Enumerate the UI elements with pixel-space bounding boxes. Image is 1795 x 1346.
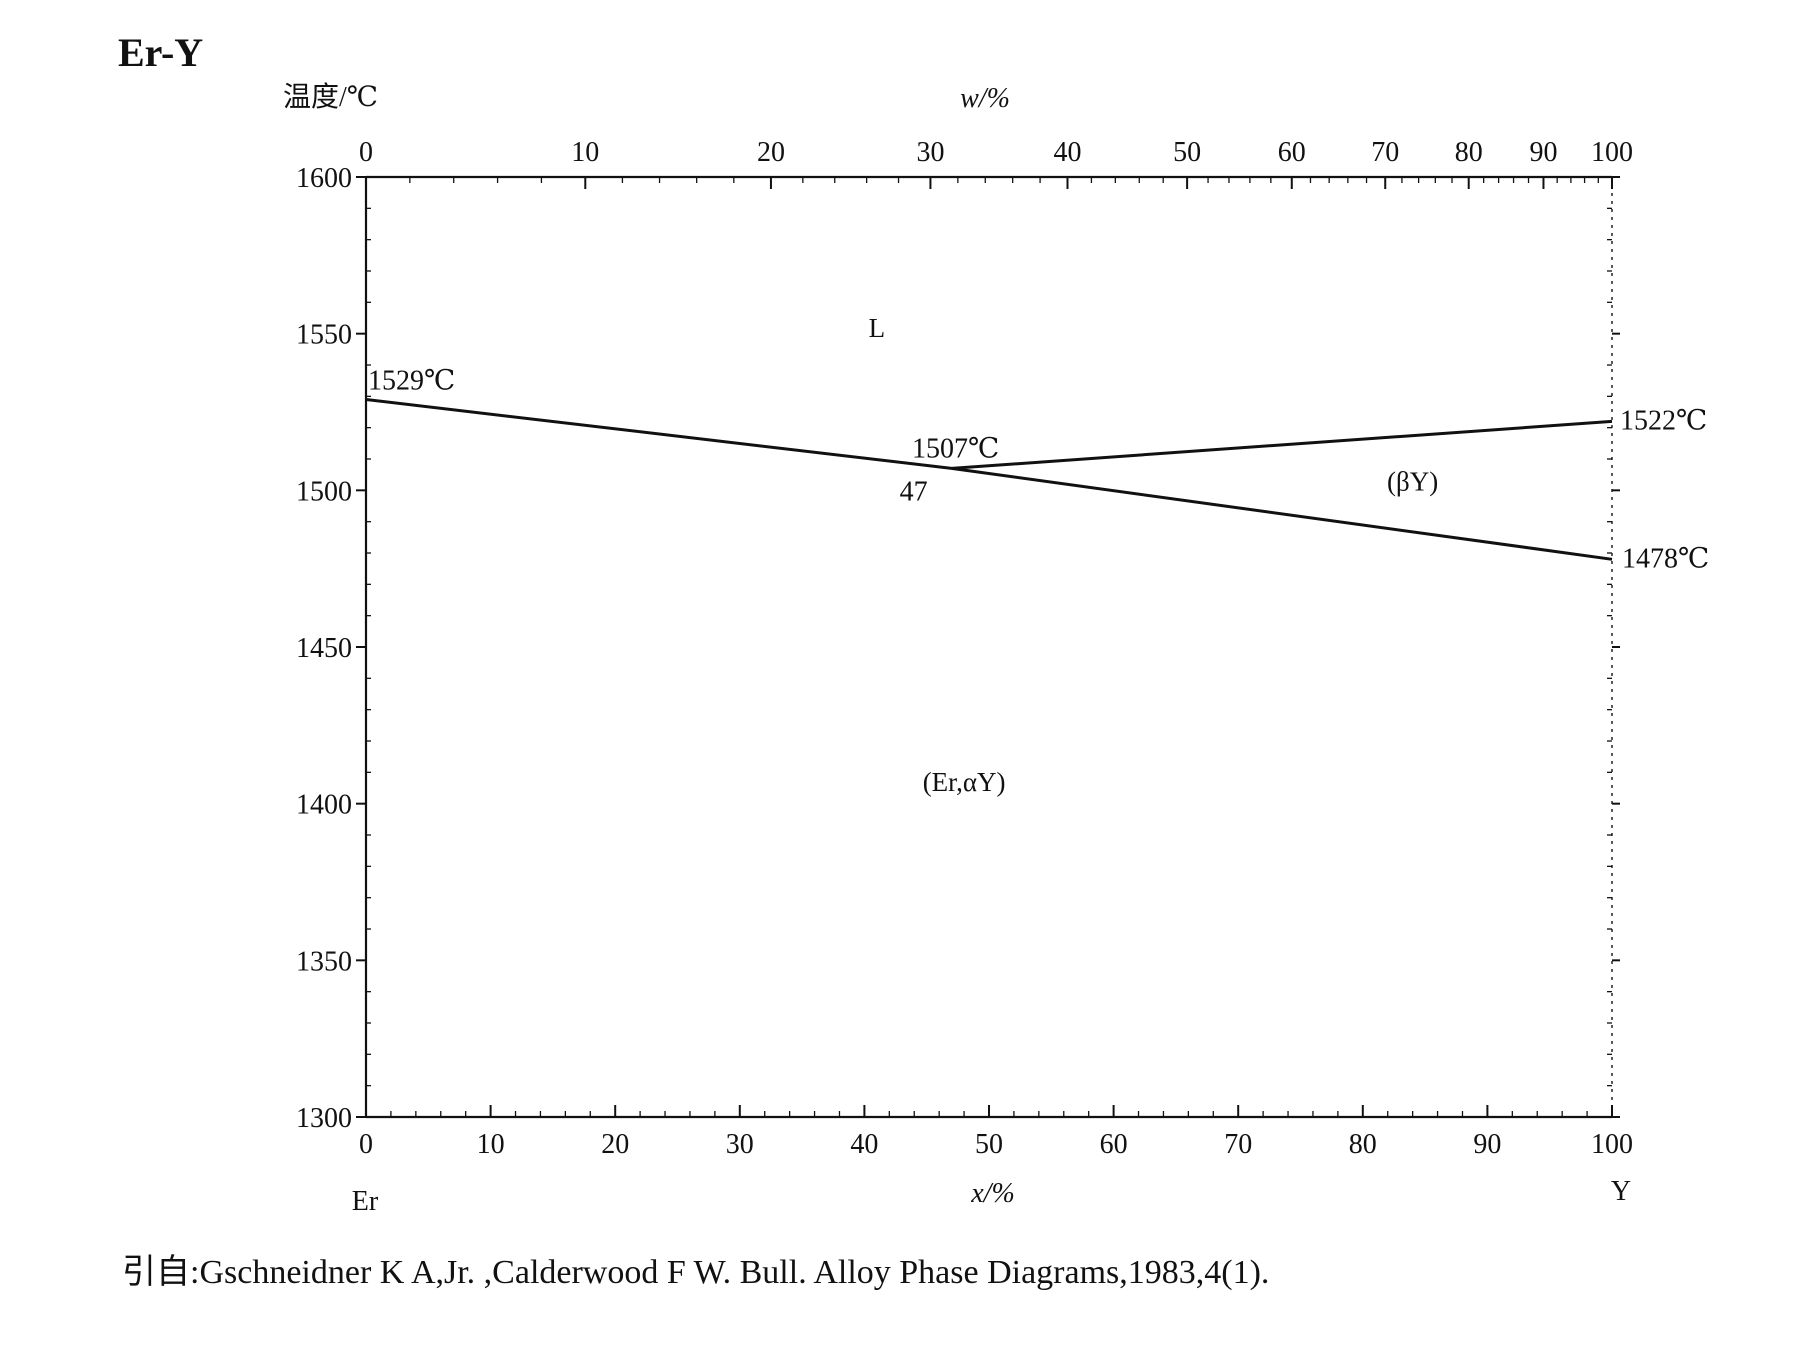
phase-boundary-2 [951, 419, 1613, 470]
x-tick-label: 50 [975, 1129, 1003, 1160]
right-component-label: Y [1611, 1176, 1631, 1207]
x-tick-label: 100 [1591, 1129, 1633, 1160]
phase-boundaries [365, 398, 1613, 561]
phase-region-label: (βY) [1387, 466, 1438, 496]
top-tick-label: 0 [359, 137, 373, 168]
top-tick-label: 50 [1173, 137, 1201, 168]
top-tick-label: 80 [1455, 137, 1483, 168]
x-tick-label: 20 [601, 1129, 629, 1160]
phase-region-label: (Er,αY) [923, 767, 1006, 797]
top-tick-label: 10 [571, 137, 599, 168]
point-annotation: 47 [900, 476, 928, 507]
y-axis-title: 温度/℃ [283, 81, 378, 113]
top-tick-label: 90 [1529, 137, 1557, 168]
y-tick-label: 1300 [296, 1103, 352, 1134]
left-component-label: Er [352, 1186, 379, 1217]
top-tick-label: 60 [1278, 137, 1306, 168]
top-tick-label: 100 [1591, 137, 1633, 168]
y-tick-label: 1350 [296, 946, 352, 977]
chart-title: Er-Y [118, 30, 203, 75]
y-tick-label: 1600 [296, 163, 352, 194]
point-annotation: 1507℃ [912, 433, 999, 464]
y-tick-label: 1550 [296, 320, 352, 351]
axis-ticks: 0 10 20 30 40 50 60 70 80 90 100160015501500145014… [296, 137, 1633, 1160]
top-tick-label: 70 [1371, 137, 1399, 168]
x-tick-label: 40 [850, 1129, 878, 1160]
x-tick-label: 60 [1100, 1129, 1128, 1160]
phase-region-label: L [869, 313, 886, 343]
point-annotation: 1529℃ [368, 365, 455, 396]
top-tick-label: 40 [1053, 137, 1081, 168]
phase-boundary-1 [365, 398, 952, 470]
y-tick-label: 1400 [296, 790, 352, 821]
x-tick-label: 90 [1473, 1129, 1501, 1160]
x-axis-title: x/% [970, 1178, 1015, 1209]
x-tick-label: 70 [1224, 1129, 1252, 1160]
x-tick-label: 30 [726, 1129, 754, 1160]
y-tick-label: 1500 [296, 476, 352, 507]
x-tick-label: 80 [1349, 1129, 1377, 1160]
point-annotation: 1478℃ [1622, 543, 1709, 574]
y-tick-label: 1450 [296, 633, 352, 664]
citation: 引自:Gschneidner K A,Jr. ,Calderwood F W. … [122, 1253, 1269, 1291]
point-annotation: 1522℃ [1620, 405, 1707, 436]
top-tick-label: 30 [916, 137, 944, 168]
plot-frame [364, 175, 1613, 1119]
chart-labels: L (βY) (Er,αY) 1529℃ 1507℃ 47 1522℃ 1478℃ [368, 313, 1709, 797]
phase-boundary-3 [951, 466, 1613, 561]
x-tick-label: 10 [477, 1129, 505, 1160]
top-tick-label: 20 [757, 137, 785, 168]
x-tick-label: 0 [359, 1129, 373, 1160]
top-axis-title: w/% [960, 83, 1010, 114]
